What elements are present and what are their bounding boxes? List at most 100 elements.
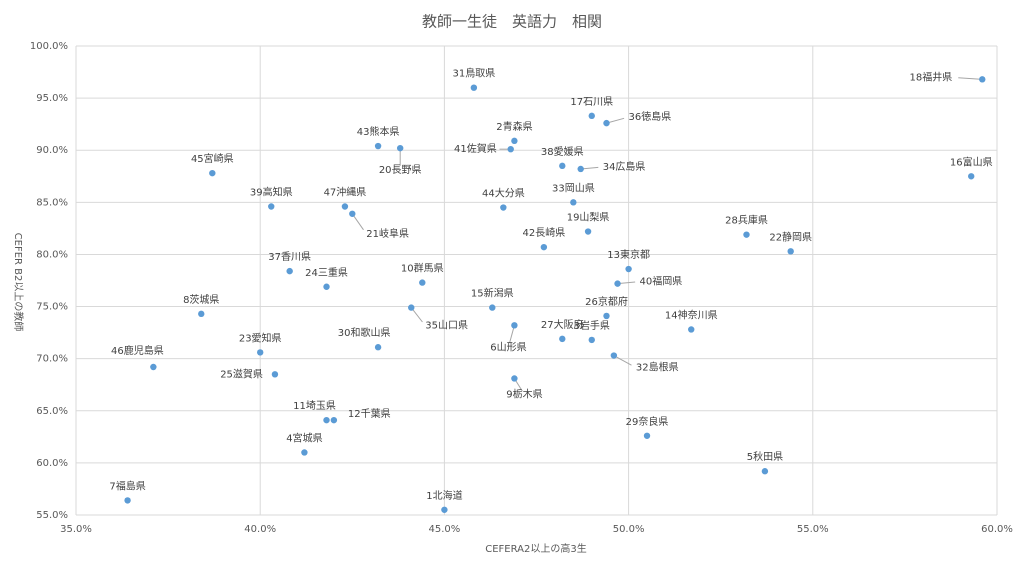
chart-title: 教師一生徒 英語力 相関 [422,13,602,31]
point-label: 36徳島県 [628,110,671,123]
data-point [540,243,548,251]
y-tick-label: 85.0% [36,197,68,208]
point-label: 10群馬県 [401,262,444,275]
x-tick-label: 50.0% [613,524,645,535]
point-label: 33岡山県 [552,182,595,194]
data-point [271,371,279,378]
y-tick-label: 90.0% [36,145,68,156]
point-label: 5秋田県 [747,450,783,463]
data-point [588,112,595,120]
data-point [323,416,330,424]
x-tick-label: 60.0% [981,524,1013,535]
point-label: 11埼玉県 [293,399,336,412]
data-point [419,279,426,286]
data-point [968,173,975,180]
data-point [507,145,514,153]
data-point [396,144,404,152]
point-label: 41佐賀県 [454,143,497,155]
data-point [209,169,216,177]
x-axis-title: CEFERA2以上の高3生 [485,542,586,555]
y-tick-label: 70.0% [36,354,68,365]
data-point [603,119,610,127]
data-point [441,506,448,513]
point-label: 22静岡県 [769,230,812,243]
point-label: 23愛知県 [239,331,282,344]
point-label: 31鳥取県 [453,67,496,80]
data-point [979,76,986,83]
point-label: 38愛媛県 [541,145,584,158]
data-point [374,142,382,150]
y-tick-label: 100.0% [30,41,68,52]
point-label: 24三重県 [305,266,348,279]
point-label: 35山口県 [425,320,468,332]
point-label: 18福井県 [910,70,953,83]
data-point [559,162,566,170]
data-point [301,449,308,456]
y-tick-label: 75.0% [36,302,68,313]
point-label: 6山形県 [490,341,526,353]
point-label: 20長野県 [379,164,422,176]
x-tick-label: 35.0% [60,524,92,535]
point-label: 32島根県 [636,361,679,374]
point-label: 13東京都 [607,248,650,261]
data-point [408,304,415,311]
data-point [341,203,349,210]
data-point [150,363,157,371]
point-label: 17石川県 [570,96,613,108]
data-point [511,137,518,145]
point-label: 15新潟県 [471,287,514,300]
point-label: 19山梨県 [567,211,610,224]
point-label: 9栃木県 [506,387,542,400]
point-label: 34広島県 [603,160,646,173]
point-label: 42長崎県 [523,226,566,239]
x-tick-label: 55.0% [797,524,829,535]
point-label: 45宮崎県 [191,152,234,165]
data-point [625,265,632,273]
data-point [603,312,610,320]
y-axis-title: CEFER B2以上の教師 [12,233,25,332]
point-label: 8茨城県 [183,293,219,306]
point-label: 16富山県 [950,155,993,168]
point-label: 14神奈川県 [665,308,718,321]
data-point [257,349,264,356]
x-tick-label: 40.0% [244,524,276,535]
point-label: 30和歌山県 [338,326,391,339]
data-point [374,344,382,351]
data-point [330,416,338,424]
data-point [743,231,750,238]
point-label: 27大阪府 [541,318,584,331]
x-tick-label: 45.0% [429,524,461,535]
point-label: 25滋賀県 [220,367,263,380]
data-point [584,228,592,235]
leader-line [613,355,632,366]
data-point [511,375,518,382]
point-label: 3岩手県 [574,319,610,332]
point-label: 37香川県 [268,251,311,263]
data-point [286,267,293,275]
data-point [559,335,566,343]
point-label: 39高知県 [250,186,293,199]
data-point [577,165,584,173]
y-tick-label: 65.0% [36,406,68,417]
point-label: 21岐阜県 [366,227,409,240]
point-label: 26京都府 [585,295,628,308]
y-tick-label: 95.0% [36,93,68,104]
point-label: 40福岡県 [640,275,683,288]
point-label: 47沖縄県 [324,186,367,199]
data-point [511,322,518,329]
data-point [349,210,356,217]
data-point [588,336,595,344]
point-label: 46鹿児島県 [111,344,164,357]
point-label: 7福島県 [109,479,145,492]
point-label: 28兵庫県 [725,214,768,227]
point-label: 12千葉県 [348,407,391,420]
point-label: 29奈良県 [626,415,669,428]
y-tick-label: 60.0% [36,458,68,469]
data-point [761,468,769,475]
data-point [614,280,621,287]
data-point [688,326,695,333]
leader-line [958,77,983,80]
point-label: 1北海道 [426,489,462,502]
